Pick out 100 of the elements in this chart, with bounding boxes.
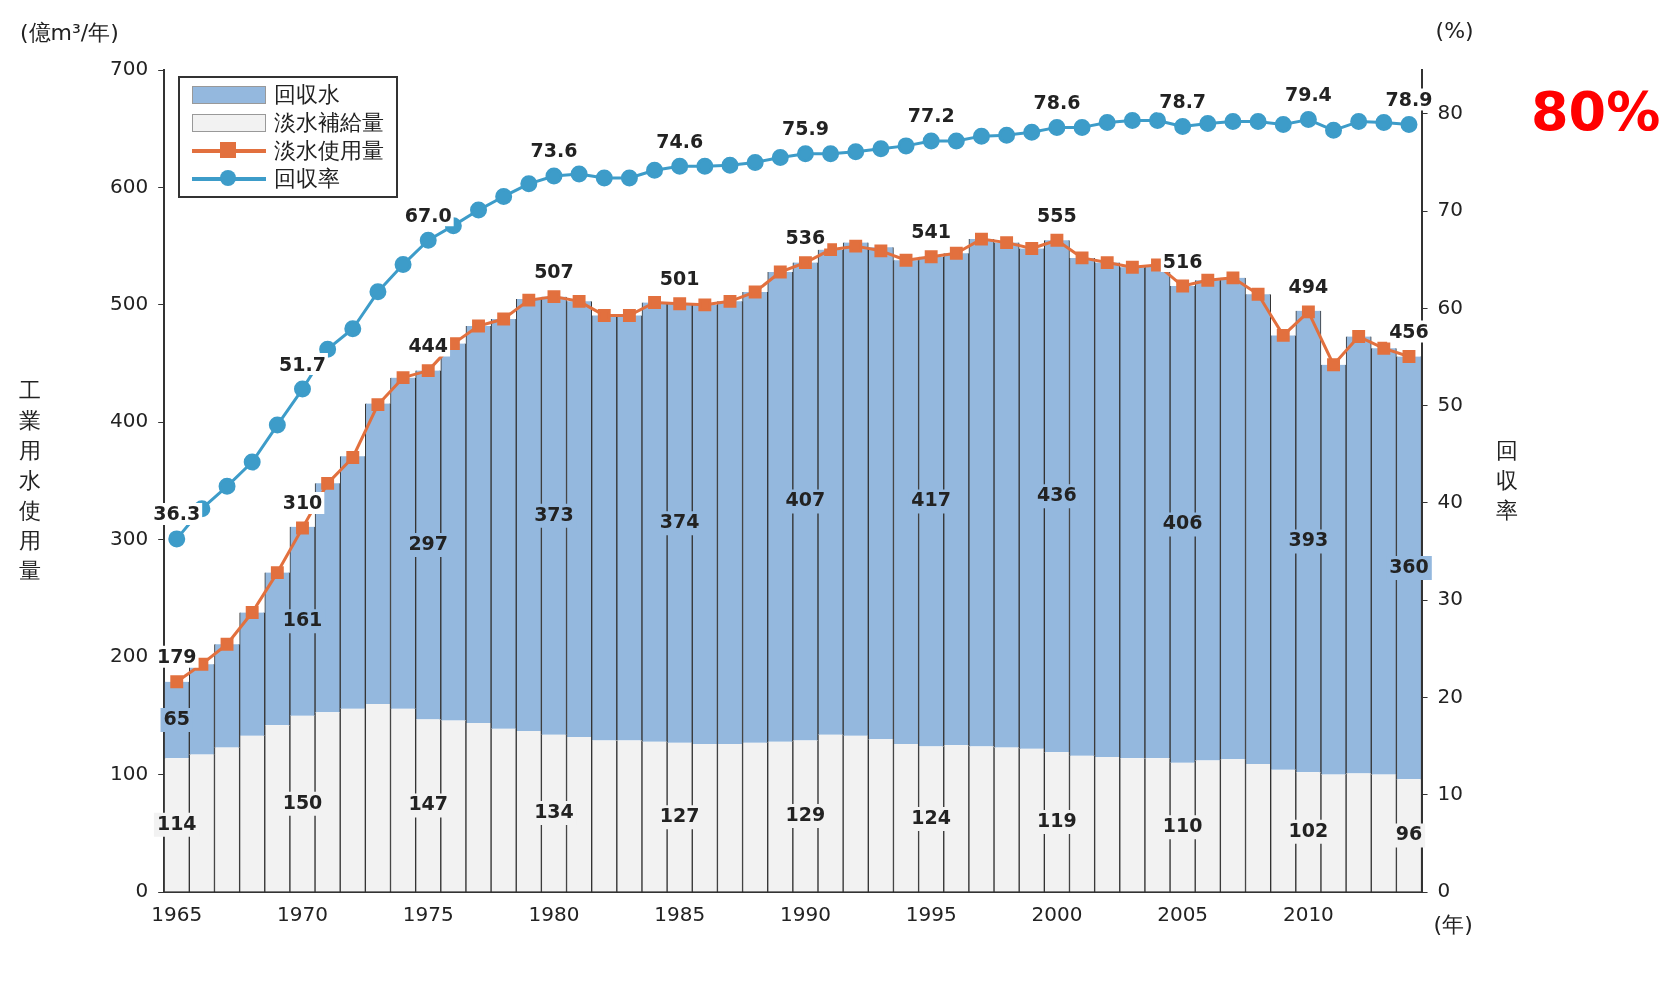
y2-tick-label: 0 — [1437, 878, 1451, 903]
data-label: 78.6 — [1033, 90, 1081, 113]
point — [1377, 341, 1391, 355]
point — [1199, 115, 1217, 132]
data-label: 127 — [659, 804, 700, 827]
y-tick-label: 400 — [109, 408, 149, 433]
point — [824, 243, 838, 257]
data-label: 79.4 — [1284, 83, 1332, 106]
point — [597, 308, 611, 322]
data-label: 393 — [1288, 528, 1329, 551]
y2-axis-title: 回収率 — [1495, 437, 1519, 525]
data-label: 75.9 — [781, 117, 829, 140]
point — [1073, 118, 1091, 136]
y2-tick-label: 70 — [1437, 197, 1463, 222]
point — [168, 530, 186, 548]
data-label: 406 — [1162, 511, 1203, 534]
point — [1176, 279, 1190, 293]
point — [1123, 112, 1141, 130]
data-label: 65 — [163, 706, 190, 729]
x-tick-label: 2010 — [1282, 902, 1334, 927]
data-label: 67.0 — [404, 203, 452, 226]
data-label: 74.6 — [656, 129, 704, 152]
x-tick-label: 1975 — [402, 902, 454, 927]
data-label: 134 — [534, 800, 574, 823]
point — [319, 340, 337, 358]
point — [1149, 112, 1166, 130]
data-label: 516 — [1162, 249, 1203, 272]
point — [1023, 123, 1041, 141]
point — [847, 143, 865, 161]
point — [872, 140, 890, 158]
y2-tick-label: 50 — [1437, 391, 1463, 416]
point — [495, 187, 513, 205]
data-label: 444 — [408, 334, 449, 357]
point — [296, 521, 309, 535]
data-label: 102 — [1288, 818, 1329, 841]
point — [520, 175, 538, 193]
point — [470, 201, 488, 219]
x-tick-label: 1965 — [151, 902, 203, 927]
y2-tick-label: 20 — [1437, 683, 1463, 708]
x-tick-label: 1970 — [277, 902, 328, 927]
point — [245, 606, 259, 619]
x-tick-label: 2000 — [1031, 902, 1083, 927]
data-label: 124 — [911, 805, 952, 828]
x-tick-label: 1985 — [654, 902, 706, 927]
point — [369, 283, 387, 301]
point — [572, 294, 586, 308]
point — [922, 132, 940, 150]
y-tick-label: 0 — [135, 878, 149, 903]
data-label: 407 — [785, 488, 826, 511]
legend-label: 淡水使用量 — [274, 137, 385, 165]
point — [998, 126, 1016, 144]
y-tick-label: 300 — [109, 525, 149, 550]
point — [949, 246, 963, 260]
point — [1251, 287, 1265, 301]
point — [1174, 117, 1192, 135]
point — [321, 476, 335, 490]
point — [472, 319, 485, 333]
data-label: 36.3 — [153, 502, 201, 525]
data-label: 374 — [659, 510, 700, 533]
data-label: 110 — [1162, 814, 1203, 837]
point — [1000, 236, 1014, 250]
y-tick-label: 200 — [109, 643, 149, 668]
point — [899, 253, 913, 267]
point — [268, 416, 286, 434]
point — [947, 132, 965, 150]
data-label: 77.2 — [907, 104, 955, 127]
data-label: 536 — [785, 226, 826, 249]
point — [1098, 114, 1116, 132]
point — [346, 451, 360, 464]
point — [1249, 113, 1267, 131]
data-label: 507 — [534, 260, 574, 283]
data-label: 147 — [408, 792, 449, 815]
point — [771, 149, 789, 167]
point — [595, 169, 613, 187]
point — [1402, 350, 1416, 363]
data-label: 114 — [156, 811, 197, 834]
point — [975, 232, 988, 246]
point — [972, 127, 990, 145]
legend-label: 淡水補給量 — [274, 109, 385, 137]
data-label: 150 — [282, 790, 323, 813]
y-tick-label: 500 — [109, 291, 149, 316]
y2-tick-label: 60 — [1437, 294, 1463, 319]
point — [773, 265, 787, 279]
data-label: 555 — [1037, 203, 1077, 226]
point — [547, 290, 561, 304]
point — [421, 364, 435, 378]
data-label: 179 — [156, 645, 197, 668]
data-label: 129 — [785, 802, 826, 825]
point — [344, 320, 362, 338]
point — [1276, 328, 1290, 342]
data-label: 51.7 — [279, 352, 326, 375]
x-tick-label: 1990 — [779, 902, 831, 927]
point — [1201, 273, 1215, 287]
point — [419, 231, 437, 249]
point — [924, 250, 938, 264]
point — [897, 137, 915, 155]
point — [673, 297, 687, 311]
point — [1325, 121, 1343, 139]
point — [220, 637, 234, 651]
point — [648, 296, 661, 309]
